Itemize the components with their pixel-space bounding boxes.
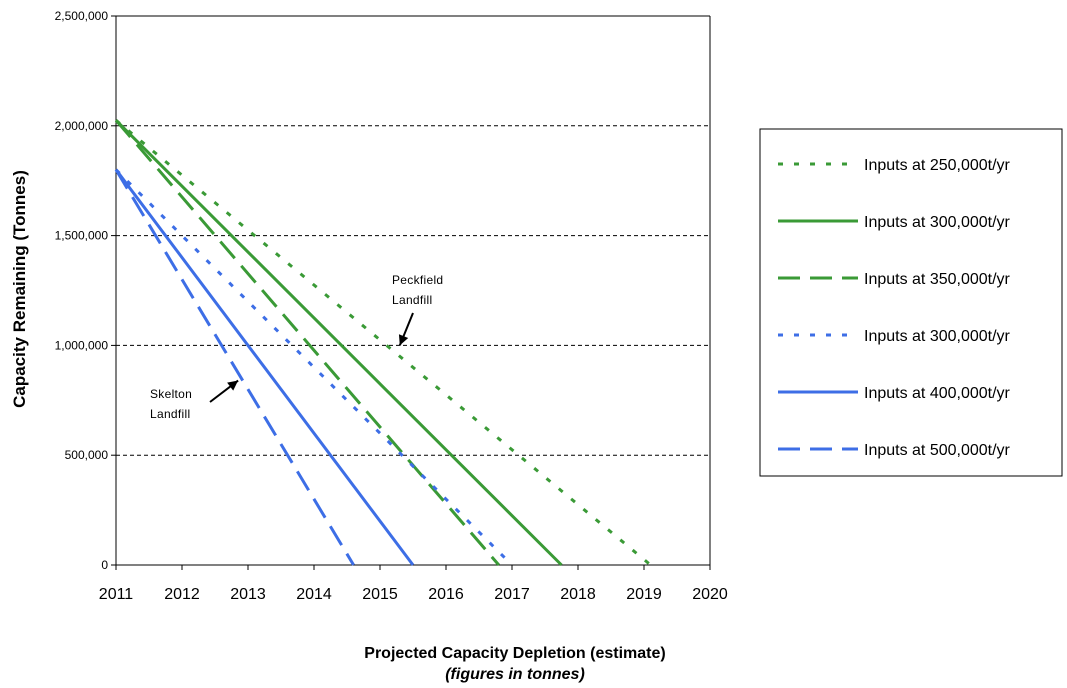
series-line [114,168,514,567]
x-tick-labels: 2011 2012 2013 2014 2015 2016 2017 2018 2019 2020 [99,586,728,603]
annotation-label: Landfill [392,293,432,307]
x-tick-label: 2013 [230,586,266,603]
series-line [114,168,355,566]
legend-label: Inputs at 250,000t/yr [864,157,1011,174]
x-axis-subtitle: (figures in tonnes) [445,666,585,683]
annotations: Peckfield Landfill Skelton Landfill [150,273,443,421]
x-axis-title: Projected Capacity Depletion (estimate) [364,645,665,662]
y-tick-labels: 0 500,000 1,000,000 1,500,000 2,000,000 2,500… [55,9,109,572]
x-tick-label: 2016 [428,586,464,603]
y-tick-label: 0 [101,558,108,572]
annotation-arrowhead [227,380,239,391]
x-tick-label: 2014 [296,586,332,603]
annotation-arrowhead [398,334,409,346]
y-tick-label: 1,500,000 [55,229,109,243]
x-tick-label: 2015 [362,586,398,603]
x-tick-label: 2018 [560,586,596,603]
legend-label: Inputs at 300,000t/yr [864,214,1011,231]
annotation-label: Peckfield [392,273,443,287]
series-line [115,119,652,567]
legend-label: Inputs at 400,000t/yr [864,385,1011,402]
grid-lines [116,125,710,456]
x-tick-label: 2012 [164,586,200,603]
legend-label: Inputs at 500,000t/yr [864,442,1011,459]
legend: Inputs at 250,000t/yr Inputs at 300,000t/… [759,128,1063,477]
annotation-label: Skelton [150,387,192,401]
y-tick-label: 2,000,000 [55,119,109,133]
y-tick-label: 2,500,000 [55,9,109,23]
y-tick-label: 500,000 [65,448,109,462]
series-line [114,168,415,566]
annotation-label: Landfill [150,407,190,421]
legend-label: Inputs at 300,000t/yr [864,328,1011,345]
series-line [114,119,500,566]
y-axis-title: Capacity Remaining (Tonnes) [10,170,29,408]
series-line [114,119,563,567]
x-tick-label: 2017 [494,586,530,603]
legend-label: Inputs at 350,000t/yr [864,271,1011,288]
x-tick-label: 2019 [626,586,662,603]
series-lines [114,119,652,567]
x-tick-label: 2020 [692,586,728,603]
x-tick-label: 2011 [99,586,134,603]
legend-box [759,128,1063,477]
y-tick-label: 1,000,000 [55,338,109,352]
